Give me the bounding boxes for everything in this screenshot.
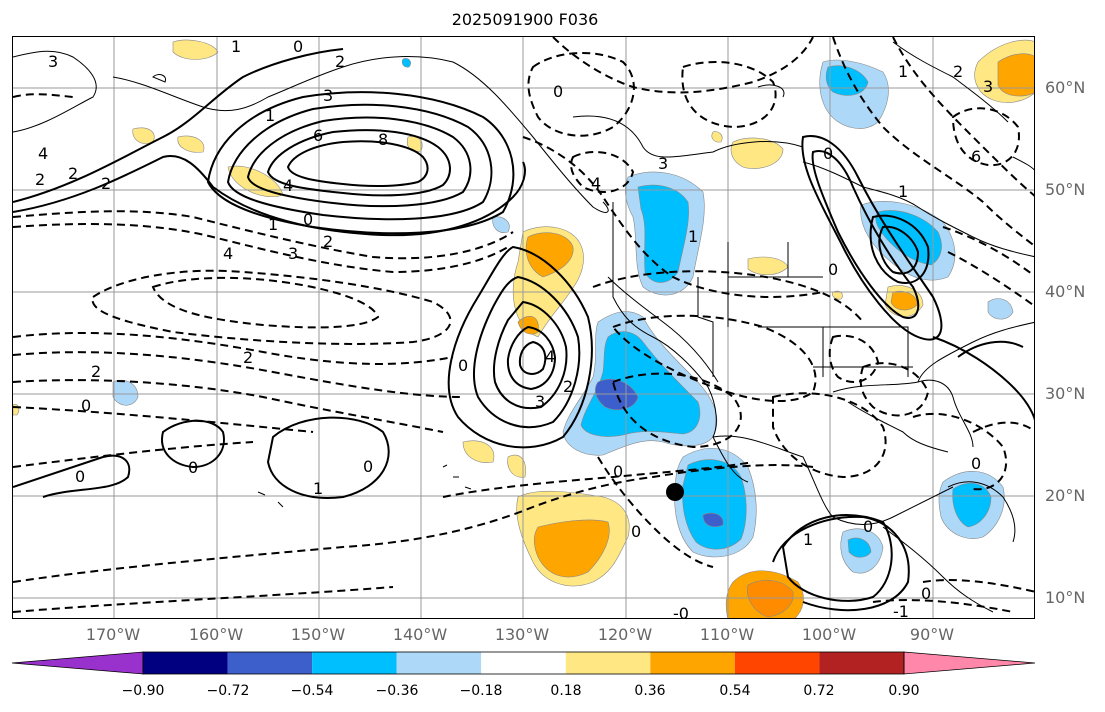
contour-label: 0 bbox=[293, 37, 303, 56]
contour-label: -1 bbox=[893, 602, 909, 619]
colorbar-tick: −0.90 bbox=[121, 683, 165, 699]
lat-label-50n: 50°N bbox=[1045, 180, 1086, 199]
lat-label-10n: 10°N bbox=[1045, 588, 1086, 607]
lon-label-140w: 140°W bbox=[392, 625, 448, 644]
contour-label: 4 bbox=[591, 174, 601, 193]
contour-label: 2 bbox=[243, 348, 253, 367]
lon-label-150w: 150°W bbox=[290, 625, 346, 644]
colorbar-segment bbox=[650, 652, 735, 674]
negative-contours bbox=[13, 37, 1034, 613]
contour-label: 1 bbox=[898, 182, 908, 201]
contour-label: 8 bbox=[378, 130, 388, 149]
contour-label: 0 bbox=[75, 467, 85, 486]
lon-label-110w: 110°W bbox=[699, 625, 755, 644]
lat-label-30n: 30°N bbox=[1045, 384, 1086, 403]
contour-label: 0 bbox=[971, 454, 981, 473]
contour-label: 0 bbox=[81, 396, 91, 415]
contour-label: 1 bbox=[898, 62, 908, 81]
contour-label: 4 bbox=[283, 176, 293, 195]
contour-label: 0 bbox=[363, 457, 373, 476]
contour-label: 3 bbox=[535, 392, 545, 411]
contour-label: 1 bbox=[803, 530, 813, 549]
lat-label-20n: 20°N bbox=[1045, 486, 1086, 505]
colorbar-extend-high bbox=[903, 651, 1036, 675]
colorbar-segment bbox=[143, 652, 228, 674]
colorbar-segment bbox=[227, 652, 313, 674]
contour-label: 3 bbox=[323, 86, 333, 105]
colorbar-segment bbox=[819, 652, 904, 674]
contour-label: -0 bbox=[673, 604, 689, 619]
contour-label: 0 bbox=[613, 462, 623, 481]
lat-label-40n: 40°N bbox=[1045, 282, 1086, 301]
contour-label: 1 bbox=[688, 227, 698, 246]
colorbar-tick: −0.72 bbox=[206, 683, 250, 699]
colorbar-tick: −0.18 bbox=[459, 683, 503, 699]
contour-label: 6 bbox=[313, 126, 323, 145]
contour-label: 4 bbox=[223, 244, 233, 263]
lon-label-130w: 130°W bbox=[494, 625, 550, 644]
colorbar-outline bbox=[142, 651, 905, 675]
contour-label: 3 bbox=[48, 52, 58, 71]
contour-label-layer: 3 1 0 2 2 3 1 6 8 4 2 2 1 0 2 4 3 4 2 2 … bbox=[35, 37, 993, 619]
contour-label: 0 bbox=[823, 144, 833, 163]
colorbar-tick: 0.54 bbox=[719, 683, 751, 699]
lon-label-160w: 160°W bbox=[188, 625, 244, 644]
contour-label: 0 bbox=[553, 82, 563, 101]
contour-label: 3 bbox=[288, 244, 298, 263]
lon-label-170w: 170°W bbox=[85, 625, 141, 644]
contour-label: 6 bbox=[971, 147, 981, 166]
contour-label: 2 bbox=[91, 362, 101, 381]
map-svg: 3 1 0 2 2 3 1 6 8 4 2 2 1 0 2 4 3 4 2 2 … bbox=[13, 37, 1034, 619]
station-marker bbox=[666, 483, 684, 501]
contour-label: 0 bbox=[631, 522, 641, 541]
contour-label: 2 bbox=[953, 62, 963, 81]
contour-label: 0 bbox=[863, 517, 873, 536]
colorbar-segment bbox=[565, 652, 651, 674]
contour-label: 2 bbox=[68, 164, 78, 183]
positive-contours bbox=[13, 48, 1034, 612]
contour-label: 4 bbox=[38, 144, 48, 163]
contour-label: 2 bbox=[323, 232, 333, 251]
contour-label: 1 bbox=[265, 106, 275, 125]
contour-label: 4 bbox=[545, 347, 555, 366]
map-panel: 3 1 0 2 2 3 1 6 8 4 2 2 1 0 2 4 3 4 2 2 … bbox=[12, 36, 1035, 619]
shading-layer bbox=[13, 39, 1034, 618]
contour-label: 0 bbox=[828, 260, 838, 279]
contour-label: 1 bbox=[231, 37, 241, 56]
lon-label-90w: 90°W bbox=[909, 625, 955, 644]
map-title: 2025091900 F036 bbox=[451, 10, 599, 29]
colorbar-segment bbox=[481, 652, 566, 674]
colorbar-tick: 0.90 bbox=[888, 683, 920, 699]
lat-label-60n: 60°N bbox=[1045, 78, 1086, 97]
contour-label: 2 bbox=[563, 377, 573, 396]
colorbar-tick: 0.36 bbox=[634, 683, 666, 699]
contour-label: 3 bbox=[658, 154, 668, 173]
colorbar-segment bbox=[396, 652, 482, 674]
contour-label: 0 bbox=[458, 356, 468, 375]
colorbar-segment bbox=[734, 652, 820, 674]
contour-label: 3 bbox=[983, 77, 993, 96]
colorbar bbox=[11, 651, 1036, 675]
colorbar-tick: 0.72 bbox=[803, 683, 835, 699]
contour-label: 1 bbox=[313, 479, 323, 498]
colorbar-extend-low bbox=[11, 651, 144, 675]
lon-label-120w: 120°W bbox=[597, 625, 653, 644]
colorbar-segments bbox=[11, 651, 1036, 675]
colorbar-tick: −0.54 bbox=[290, 683, 334, 699]
contour-label: 2 bbox=[35, 170, 45, 189]
contour-label: 2 bbox=[335, 52, 345, 71]
colorbar-tick: 0.18 bbox=[550, 683, 582, 699]
contour-label: 0 bbox=[303, 210, 313, 229]
contour-label: 2 bbox=[101, 174, 111, 193]
colorbar-segment bbox=[312, 652, 397, 674]
contour-label: 0 bbox=[188, 458, 198, 477]
contour-label: 1 bbox=[268, 215, 278, 234]
contour-label: 0 bbox=[921, 584, 931, 603]
colorbar-tick: −0.36 bbox=[375, 683, 419, 699]
graticule bbox=[13, 37, 1034, 618]
lon-label-100w: 100°W bbox=[801, 625, 857, 644]
